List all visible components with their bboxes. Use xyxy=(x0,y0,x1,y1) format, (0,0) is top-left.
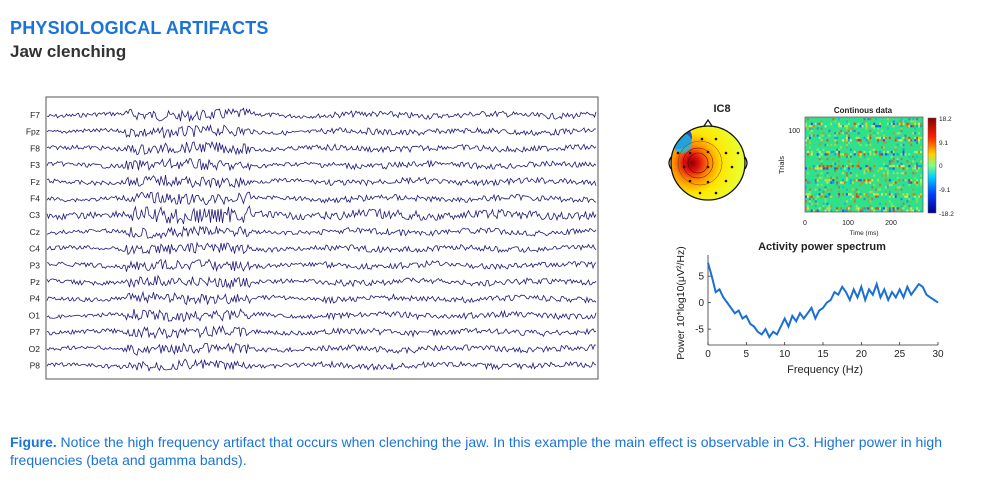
spectrum-title: Activity power spectrum xyxy=(758,241,886,253)
eeg-channel-label: Fpz xyxy=(26,127,40,137)
eeg-trace xyxy=(46,342,597,356)
colorbar-tick-0: 18.2 xyxy=(939,116,952,123)
eeg-channel-label: P8 xyxy=(30,361,41,371)
topomap-title: IC8 xyxy=(713,103,730,115)
topomap xyxy=(668,118,748,201)
topomap-electrode xyxy=(706,180,710,184)
colorbar-tick-1: 9.1 xyxy=(939,140,948,147)
eeg-trace xyxy=(46,205,597,225)
topomap-electrode xyxy=(676,151,680,155)
spectrum-xtick-label: 15 xyxy=(817,349,829,360)
topomap-electrode xyxy=(688,151,692,155)
erpimage-xlabel: Time (ms) xyxy=(849,230,878,237)
spectrum-xtick-label: 5 xyxy=(744,349,750,360)
eeg-channel-label: O2 xyxy=(29,344,41,354)
eeg-trace xyxy=(46,123,597,139)
colorbar-tick-2: 0 xyxy=(939,163,943,170)
topomap-electrode xyxy=(706,165,710,169)
topomap-electrode xyxy=(700,137,704,141)
eeg-trace xyxy=(46,274,597,290)
eeg-trace xyxy=(46,290,597,306)
spectrum-ytick-label: -5 xyxy=(695,325,704,336)
eeg-trace xyxy=(46,140,597,156)
caption-lead: Figure. xyxy=(10,434,57,450)
eeg-channel-label: Cz xyxy=(30,227,40,237)
topomap-electrode xyxy=(682,165,686,169)
eeg-channel-label: F7 xyxy=(30,110,40,120)
topomap-electrode xyxy=(714,137,718,141)
figure-caption: Figure. Notice the high frequency artifa… xyxy=(10,433,970,469)
eeg-channel-label: P4 xyxy=(30,294,41,304)
caption-text: Notice the high frequency artifact that … xyxy=(10,434,943,468)
spectrum-ytick-label: 5 xyxy=(698,272,704,283)
colorbar xyxy=(927,117,937,214)
eeg-trace xyxy=(46,157,597,172)
erpimage-title: Continous data xyxy=(834,106,893,115)
eeg-channel-label: C3 xyxy=(29,210,40,220)
eeg-trace xyxy=(46,225,597,240)
eeg-trace xyxy=(46,175,597,189)
eeg-plot-frame xyxy=(45,96,599,380)
spectrum-xtick-label: 20 xyxy=(856,349,868,360)
topomap-electrode xyxy=(724,179,728,183)
spectrum-xtick-label: 25 xyxy=(894,349,906,360)
erpimage-xtick-0: 0 xyxy=(803,220,807,227)
eeg-channel-label: F8 xyxy=(30,143,40,153)
topomap-electrode xyxy=(724,151,728,155)
eeg-channel-label: C4 xyxy=(29,244,40,254)
topomap-electrode xyxy=(730,165,734,169)
topomap-electrode xyxy=(688,179,692,183)
erpimage-xtick-1: 100 xyxy=(842,220,854,227)
page-title: PHYSIOLOGICAL ARTIFACTS xyxy=(10,18,269,38)
spectrum-series-line xyxy=(707,262,939,340)
eeg-trace xyxy=(46,324,597,340)
eeg-trace xyxy=(46,258,597,273)
topomap-electrode xyxy=(698,191,702,195)
eeg-channel-label: F3 xyxy=(30,160,40,170)
erpimage-ytick: 100 xyxy=(788,128,800,135)
eeg-trace xyxy=(46,107,597,122)
spectrum-xlabel: Frequency (Hz) xyxy=(787,364,863,376)
eeg-channel-label: O1 xyxy=(29,310,41,320)
spectrum-ytick-label: 0 xyxy=(698,298,704,309)
erpimage xyxy=(804,116,924,213)
eeg-traces-plot: F7 Fpz F8 F3 Fz F4 C3 Cz C4 P3 Pz P4 O1 P7 O2 P8 xyxy=(26,96,599,380)
eeg-channel-label: Fz xyxy=(31,177,40,187)
eeg-channel-label: P7 xyxy=(30,327,41,337)
topomap-electrode xyxy=(714,191,718,195)
eeg-trace xyxy=(46,241,597,256)
eeg-channel-label: F4 xyxy=(30,194,40,204)
colorbar-tick-3: -9.1 xyxy=(939,187,951,194)
spectrum-xtick-label: 30 xyxy=(932,349,944,360)
eeg-channel-label: Pz xyxy=(30,277,40,287)
colorbar-tick-4: -18.2 xyxy=(939,211,954,218)
component-panel: IC8 Continous data 100 Trials 0 100 200 … xyxy=(668,103,954,376)
erpimage-xtick-2: 200 xyxy=(885,220,897,227)
spectrum-xtick-label: 10 xyxy=(779,349,791,360)
erpimage-ylabel: Trials xyxy=(777,156,786,174)
eeg-channel-label: P3 xyxy=(30,260,41,270)
spectrum-xtick-label: 0 xyxy=(705,349,711,360)
topomap-electrode xyxy=(706,150,710,154)
page-subtitle: Jaw clenching xyxy=(10,42,127,61)
eeg-trace xyxy=(46,191,597,206)
spectrum-ylabel: Power 10*log10(μV²/Hz) xyxy=(675,246,687,359)
eeg-trace xyxy=(46,358,597,372)
topomap-electrode xyxy=(736,151,740,155)
eeg-trace xyxy=(46,308,597,323)
